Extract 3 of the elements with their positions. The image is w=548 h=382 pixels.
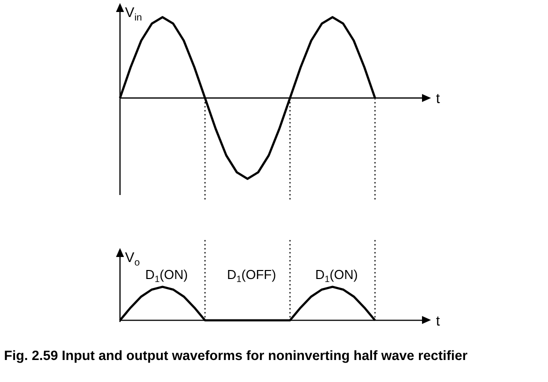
caption: Fig. 2.59 Input and output waveforms for noninverting half wave rectifier [4, 348, 468, 363]
x-axis-title: t [436, 90, 440, 106]
x-axis-title: t [436, 312, 440, 328]
